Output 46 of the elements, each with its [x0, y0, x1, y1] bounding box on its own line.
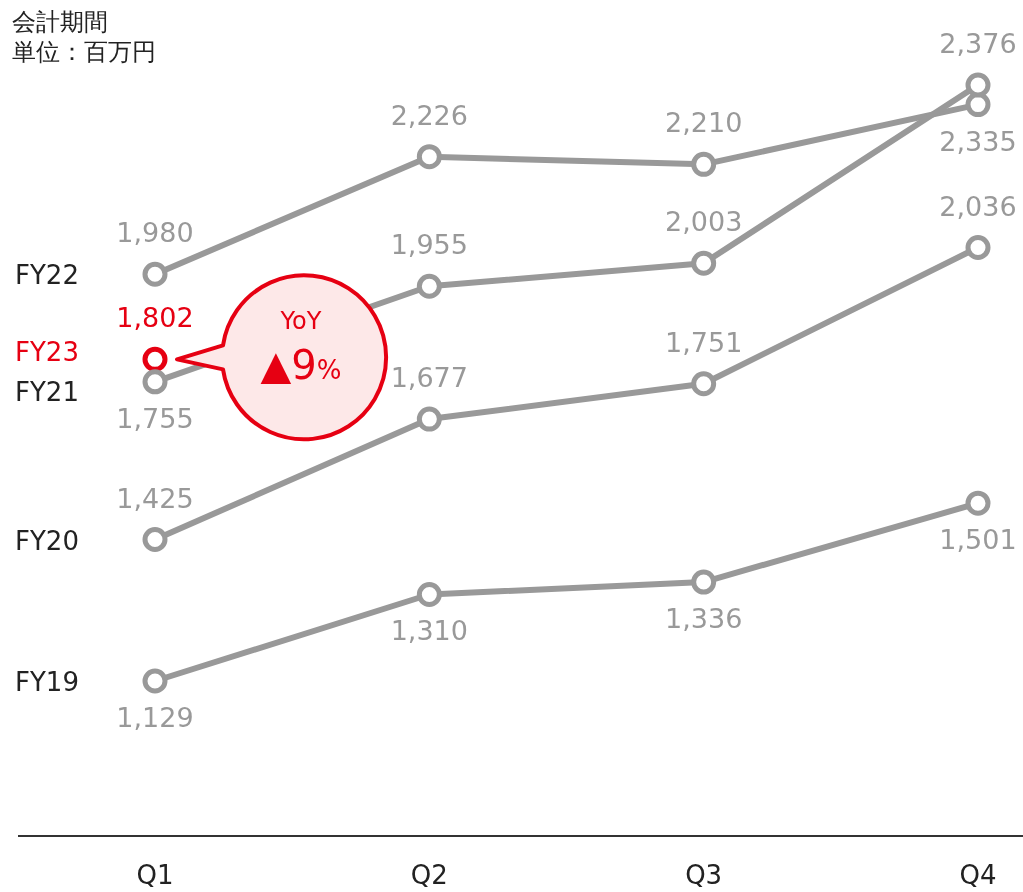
point [142, 261, 168, 287]
annotation: YoY ▲9% [260, 307, 342, 389]
text: FY21 [15, 376, 79, 407]
data-label: 2,376 [939, 28, 1017, 59]
point [142, 527, 168, 553]
point [965, 92, 991, 118]
text: FY22 [15, 260, 79, 291]
point [691, 151, 717, 177]
point [965, 72, 991, 98]
point [416, 273, 442, 299]
text: 会計期間 [12, 8, 108, 36]
point [416, 581, 442, 607]
point [691, 250, 717, 276]
data-label: 1,955 [390, 229, 468, 261]
data-label: 1,751 [665, 326, 743, 358]
point [142, 369, 168, 395]
point [691, 371, 717, 397]
data-label: 2,210 [665, 107, 743, 139]
text: FY20 [15, 525, 79, 556]
data-label: 2,335 [939, 125, 1017, 157]
x-tick-label: Q4 [959, 860, 997, 890]
point [965, 490, 991, 516]
data-label: 1,755 [116, 402, 194, 434]
x-tick-label: Q1 [136, 860, 174, 890]
x-tick-label: Q2 [410, 860, 448, 890]
data-label: 1,677 [390, 362, 468, 394]
x-tick-label: Q3 [685, 860, 723, 890]
data-label: 1,310 [390, 615, 468, 647]
data-label: 1,336 [665, 603, 743, 635]
point [965, 235, 991, 260]
data-label: 1,425 [116, 482, 194, 514]
text: FY23 [15, 336, 79, 367]
point [416, 406, 442, 432]
data-label: 1,802 [116, 302, 194, 334]
text: FY19 [15, 667, 79, 697]
point [691, 569, 717, 595]
data-label: 1,129 [116, 702, 194, 733]
data-label: 1,980 [116, 217, 194, 249]
data-label: 1,501 [939, 524, 1017, 556]
point [142, 668, 168, 694]
data-label: 2,036 [939, 190, 1017, 222]
data-label: 2,226 [390, 99, 468, 131]
point [416, 144, 442, 170]
point [142, 346, 168, 372]
text: 単位：百万円 [12, 38, 156, 66]
data-label: 2,003 [665, 206, 743, 238]
